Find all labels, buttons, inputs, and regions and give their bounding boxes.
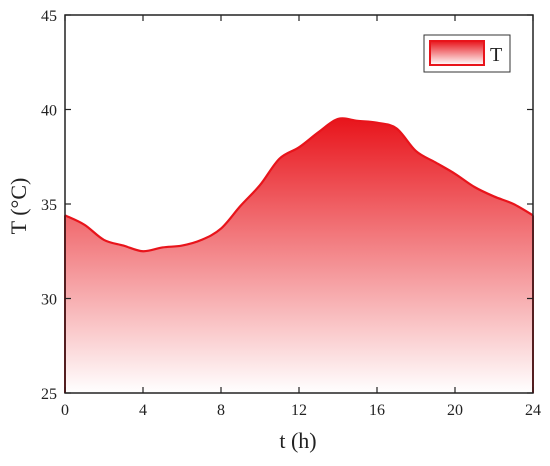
x-tick-label: 12 xyxy=(291,402,307,419)
x-axis-title: t (h) xyxy=(279,428,316,453)
tick-labels: 0 4 8 12 16 20 24 25 30 35 40 45 xyxy=(41,8,541,419)
x-tick-label: 0 xyxy=(61,402,69,419)
legend-label-t: T xyxy=(490,44,502,66)
y-tick-label: 25 xyxy=(41,386,57,403)
legend-swatch xyxy=(429,40,485,66)
series-line-t xyxy=(64,117,534,253)
y-tick-label: 35 xyxy=(41,197,57,214)
x-tick-label: 4 xyxy=(139,402,147,419)
legend: T xyxy=(423,34,511,73)
x-tick-label: 20 xyxy=(447,402,463,419)
x-tick-label: 8 xyxy=(217,402,225,419)
area-fill-t xyxy=(65,118,533,393)
axis-ticks xyxy=(64,14,534,394)
y-tick-label: 40 xyxy=(41,103,57,120)
y-tick-label: 30 xyxy=(41,292,57,309)
area-layer xyxy=(64,117,534,393)
x-tick-label: 24 xyxy=(525,402,541,419)
x-tick-label: 16 xyxy=(369,402,385,419)
y-tick-label: 45 xyxy=(41,8,57,25)
y-axis-title: T (°C) xyxy=(6,178,31,235)
